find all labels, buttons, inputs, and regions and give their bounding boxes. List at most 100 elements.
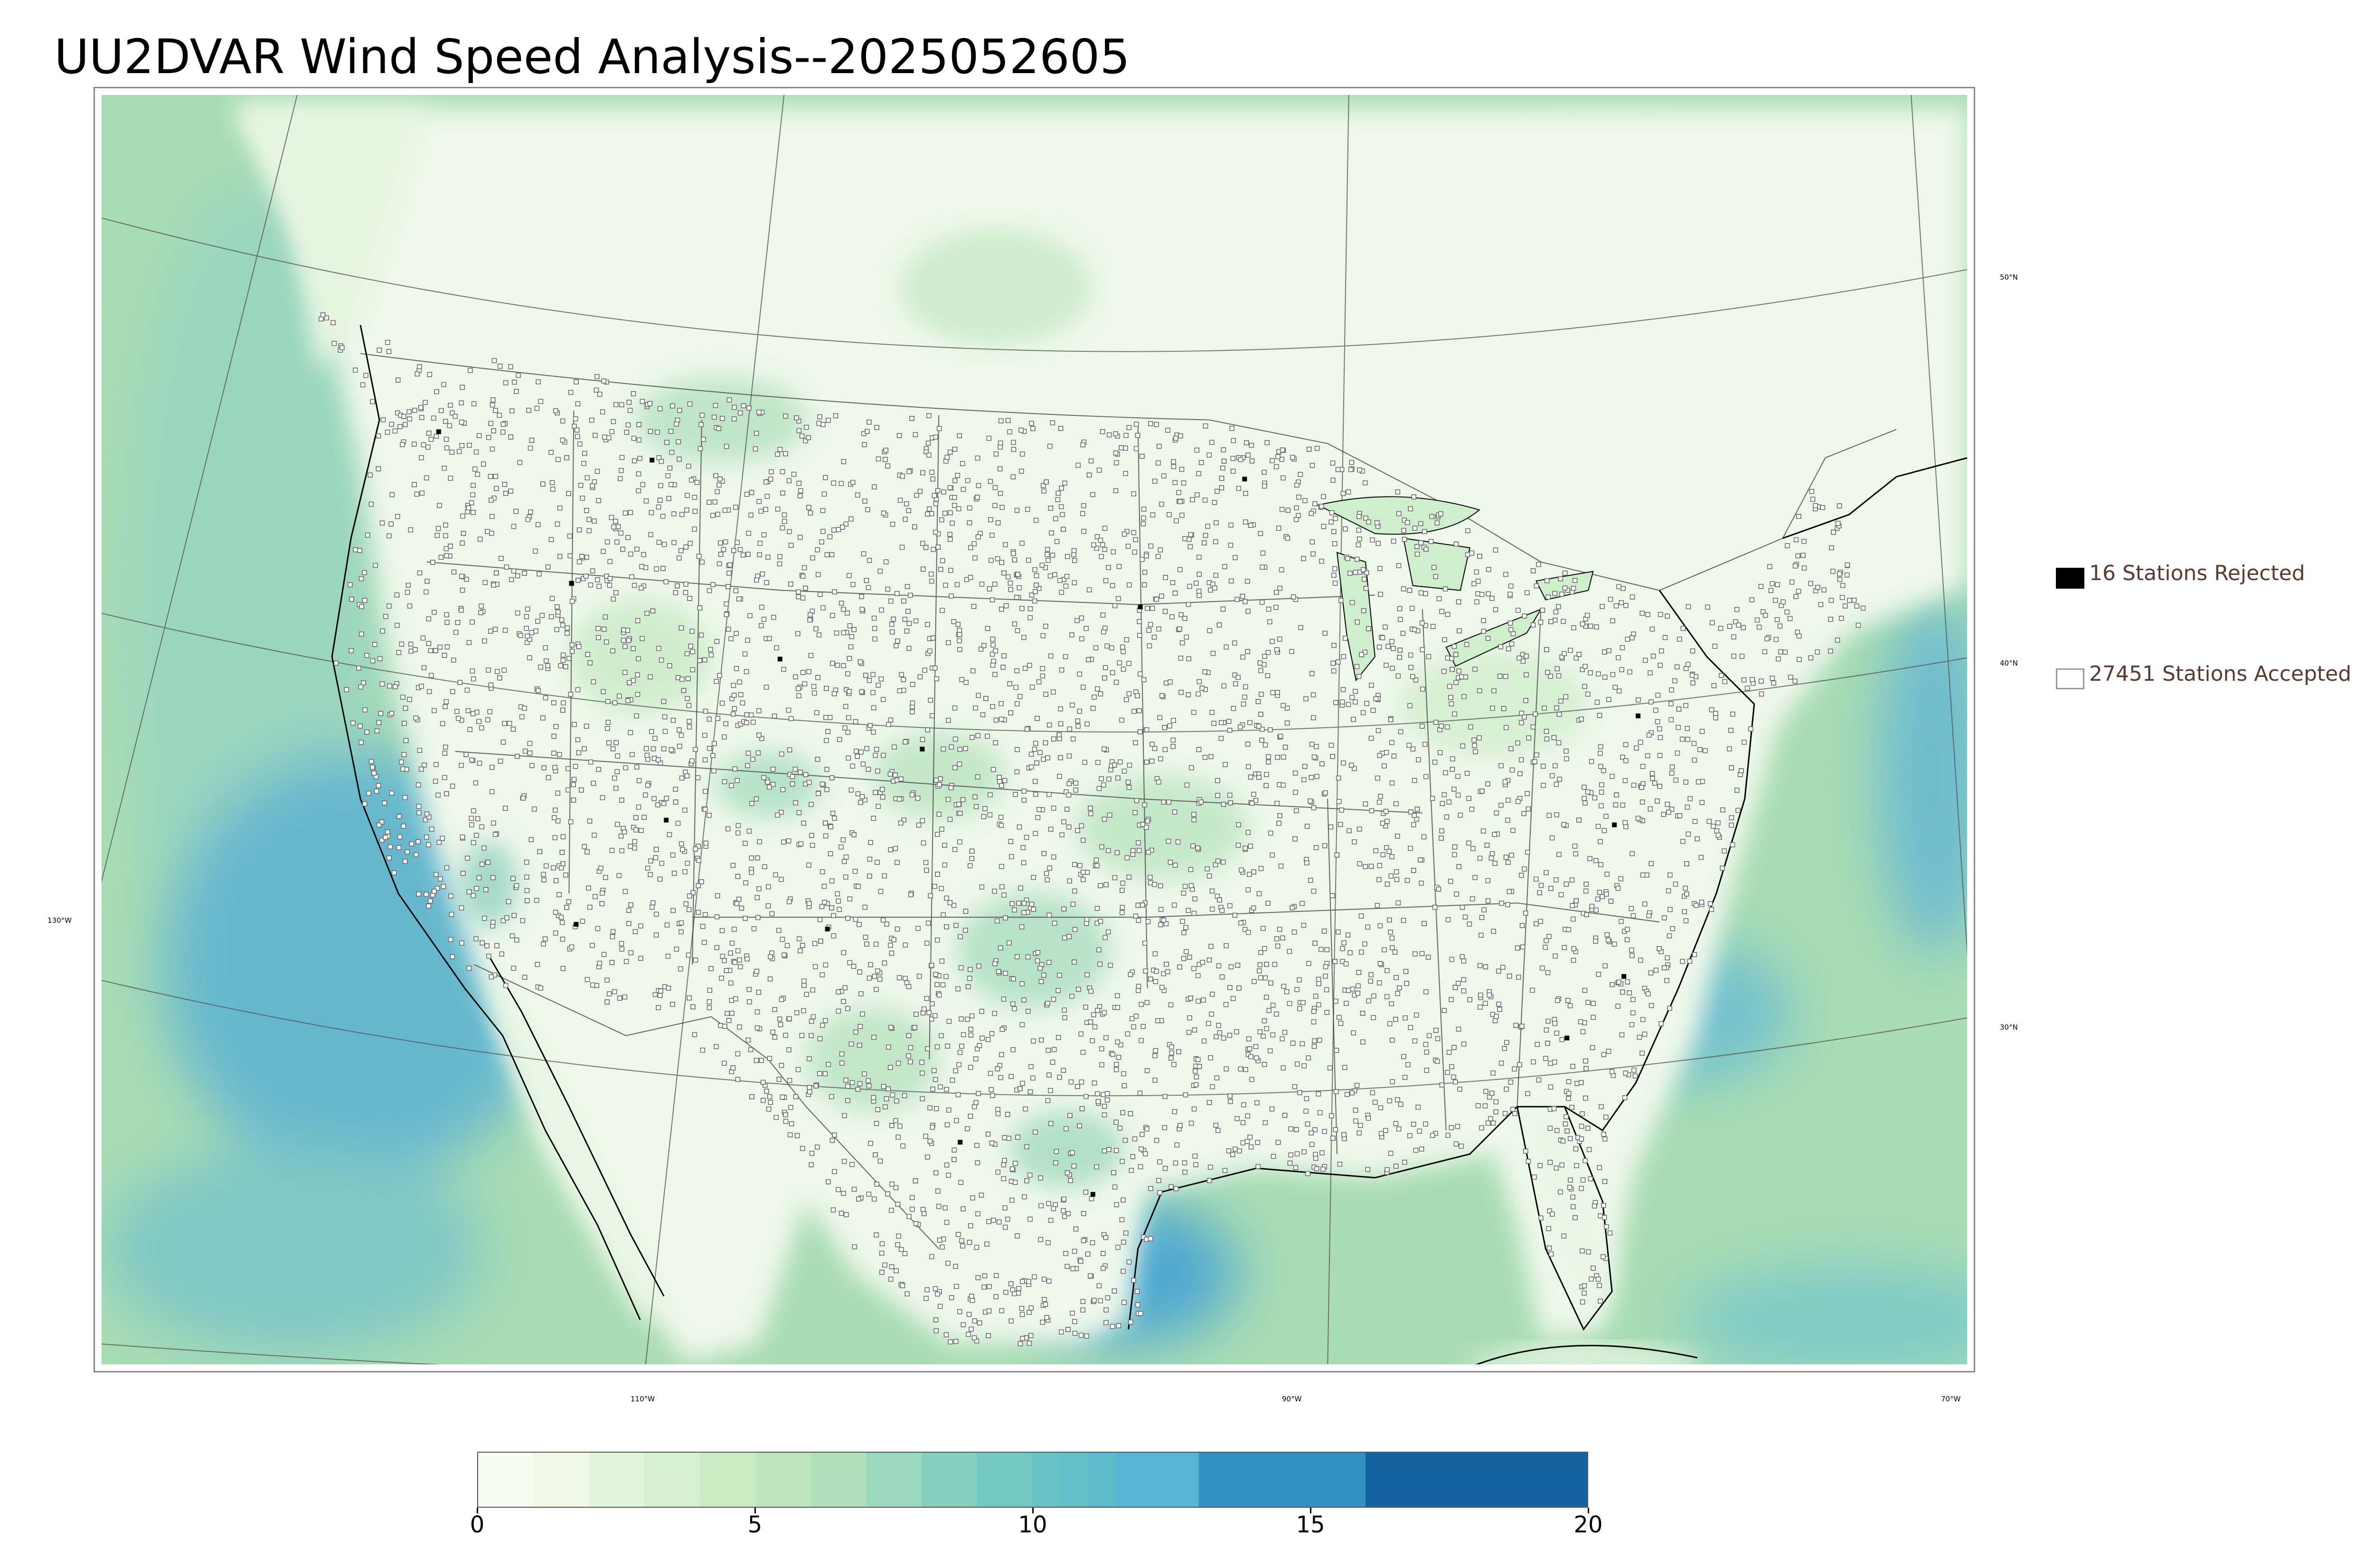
station-accepted-marker (507, 721, 512, 726)
station-accepted-marker (1591, 1001, 1596, 1006)
station-accepted-marker (863, 673, 868, 678)
station-accepted-marker (1147, 643, 1152, 648)
station-accepted-marker (1039, 563, 1045, 568)
station-accepted-marker (1073, 1226, 1079, 1232)
station-accepted-marker (1610, 672, 1616, 677)
station-accepted-marker (640, 636, 645, 641)
station-accepted-marker (1301, 1149, 1307, 1155)
station-accepted-marker (976, 693, 981, 698)
station-accepted-marker (1033, 517, 1039, 523)
station-accepted-marker (885, 463, 891, 469)
station-accepted-marker (1290, 905, 1295, 911)
station-accepted-marker (1461, 694, 1467, 699)
station-accepted-marker (1309, 775, 1314, 780)
station-accepted-marker (779, 997, 784, 1002)
station-accepted-marker (969, 735, 975, 740)
station-accepted-marker (559, 617, 565, 623)
station-accepted-marker (522, 975, 528, 980)
station-accepted-marker (1227, 985, 1233, 990)
station-accepted-marker (770, 766, 776, 772)
station-accepted-marker (1115, 1245, 1121, 1250)
station-accepted-marker (600, 409, 605, 414)
map-panel[interactable] (94, 87, 1975, 1372)
station-accepted-marker (349, 648, 354, 653)
station-accepted-marker (1498, 763, 1504, 769)
station-accepted-marker (1081, 528, 1087, 534)
station-accepted-marker (1610, 774, 1615, 779)
station-accepted-marker (1406, 742, 1412, 748)
station-accepted-marker (876, 683, 881, 688)
station-accepted-marker (968, 1065, 973, 1070)
station-accepted-marker (1425, 955, 1431, 960)
station-accepted-marker (823, 962, 829, 967)
station-accepted-marker (1179, 512, 1185, 518)
station-accepted-marker (1026, 1008, 1031, 1014)
station-accepted-marker (374, 728, 380, 733)
station-accepted-marker (628, 844, 633, 849)
station-accepted-marker (1694, 902, 1699, 908)
station-accepted-marker (659, 861, 665, 866)
station-accepted-marker (743, 880, 749, 885)
station-accepted-marker (944, 924, 949, 930)
station-accepted-marker (1394, 834, 1400, 839)
station-accepted-marker (1319, 504, 1324, 509)
station-accepted-marker (644, 610, 650, 616)
station-accepted-marker (1629, 1022, 1635, 1027)
station-accepted-marker (1090, 492, 1095, 498)
station-accepted-marker (1508, 746, 1514, 751)
station-accepted-marker (588, 759, 594, 765)
station-accepted-marker (373, 563, 378, 568)
station-accepted-marker (718, 540, 723, 546)
station-accepted-marker (798, 948, 803, 954)
station-accepted-marker (1599, 1104, 1604, 1109)
station-accepted-marker (1020, 1080, 1025, 1086)
station-accepted-marker (490, 446, 495, 452)
station-accepted-marker (1370, 537, 1375, 543)
station-accepted-marker (473, 780, 479, 786)
station-accepted-marker (703, 789, 708, 794)
station-accepted-marker (1021, 901, 1027, 906)
station-accepted-marker (1258, 692, 1264, 697)
station-accepted-marker (1241, 1102, 1246, 1108)
station-accepted-marker (987, 586, 992, 592)
station-accepted-marker (1492, 1018, 1498, 1023)
station-accepted-marker (969, 1013, 975, 1019)
station-accepted-marker (801, 820, 807, 826)
station-accepted-marker (563, 872, 568, 878)
station-accepted-marker (1081, 1238, 1086, 1243)
station-accepted-marker (999, 701, 1004, 706)
station-accepted-marker (850, 763, 856, 769)
station-accepted-marker (628, 510, 633, 515)
station-accepted-marker (668, 429, 674, 434)
station-accepted-marker (560, 418, 565, 424)
station-accepted-marker (625, 698, 631, 704)
station-accepted-marker (1003, 1224, 1008, 1230)
station-accepted-marker (482, 638, 487, 644)
station-accepted-marker (1784, 609, 1790, 615)
station-accepted-marker (1038, 1175, 1044, 1181)
station-accepted-marker (1590, 1045, 1595, 1051)
station-accepted-marker (783, 451, 788, 457)
station-accepted-marker (1001, 653, 1007, 658)
station-accepted-marker (1045, 552, 1050, 557)
station-accepted-marker (657, 993, 663, 998)
station-accepted-marker (896, 1233, 901, 1239)
station-accepted-marker (1162, 1165, 1168, 1171)
station-accepted-marker (387, 683, 392, 689)
station-accepted-marker (414, 852, 419, 857)
station-accepted-marker (965, 478, 970, 483)
station-accepted-marker (1249, 458, 1255, 464)
station-accepted-marker (1124, 855, 1130, 861)
station-accepted-marker (1430, 1133, 1435, 1138)
wind-speed-map[interactable] (95, 88, 1974, 1371)
station-accepted-marker (1060, 512, 1065, 517)
station-accepted-marker (1360, 567, 1366, 573)
station-accepted-marker (890, 521, 895, 527)
station-accepted-marker (1188, 867, 1194, 872)
station-accepted-marker (464, 687, 470, 693)
station-accepted-marker (1378, 1131, 1384, 1136)
station-accepted-marker (861, 551, 867, 556)
station-accepted-marker (1324, 1010, 1329, 1015)
station-accepted-marker (972, 1318, 978, 1324)
station-accepted-marker (469, 500, 474, 506)
